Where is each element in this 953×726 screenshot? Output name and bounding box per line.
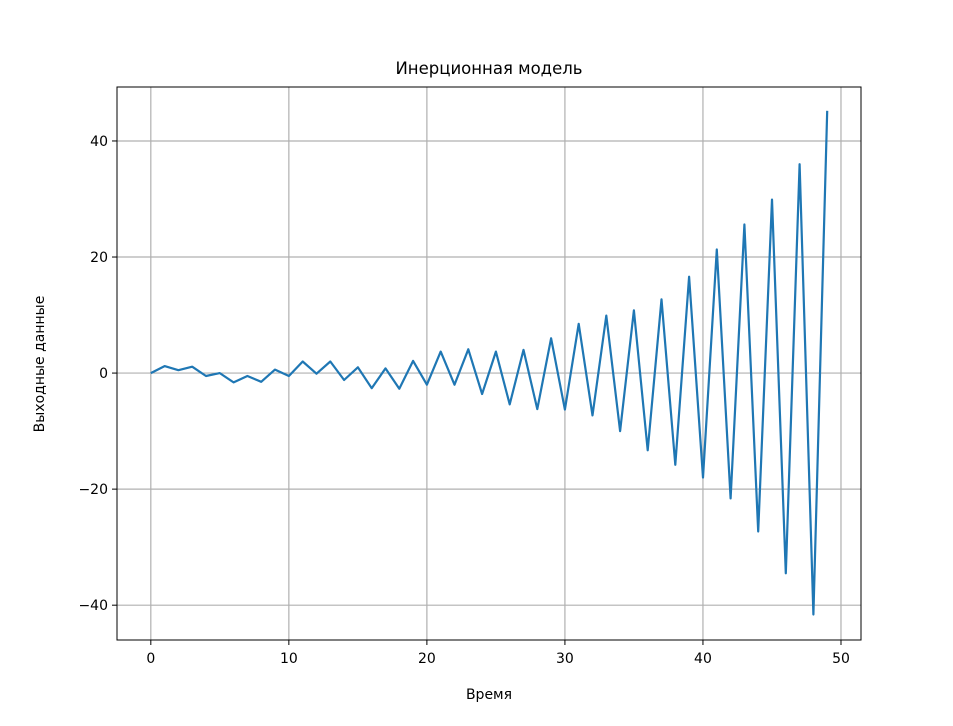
plot-frame	[116, 86, 862, 641]
chart-title: Инерционная модель	[395, 59, 582, 78]
y-axis: −40 −20 0 20 40	[78, 134, 117, 614]
x-tick-label: 10	[280, 651, 298, 667]
x-tick-label: 40	[694, 651, 712, 667]
x-tick-label: 30	[556, 651, 574, 667]
x-tick-label: 0	[146, 651, 155, 667]
x-tick-label: 20	[418, 651, 436, 667]
y-tick-label: −20	[78, 482, 108, 498]
series-line	[150, 110, 829, 616]
series	[150, 110, 829, 616]
y-tick-label: −40	[78, 598, 108, 614]
x-axis-label: Время	[466, 687, 512, 703]
y-tick-label: 40	[90, 134, 108, 150]
y-axis-label: Выходные данные	[32, 296, 48, 433]
y-tick-label: 20	[90, 250, 108, 266]
x-tick-label: 50	[832, 651, 850, 667]
x-axis: 0 10 20 30 40 50	[146, 640, 850, 667]
y-tick-label: 0	[99, 366, 108, 382]
